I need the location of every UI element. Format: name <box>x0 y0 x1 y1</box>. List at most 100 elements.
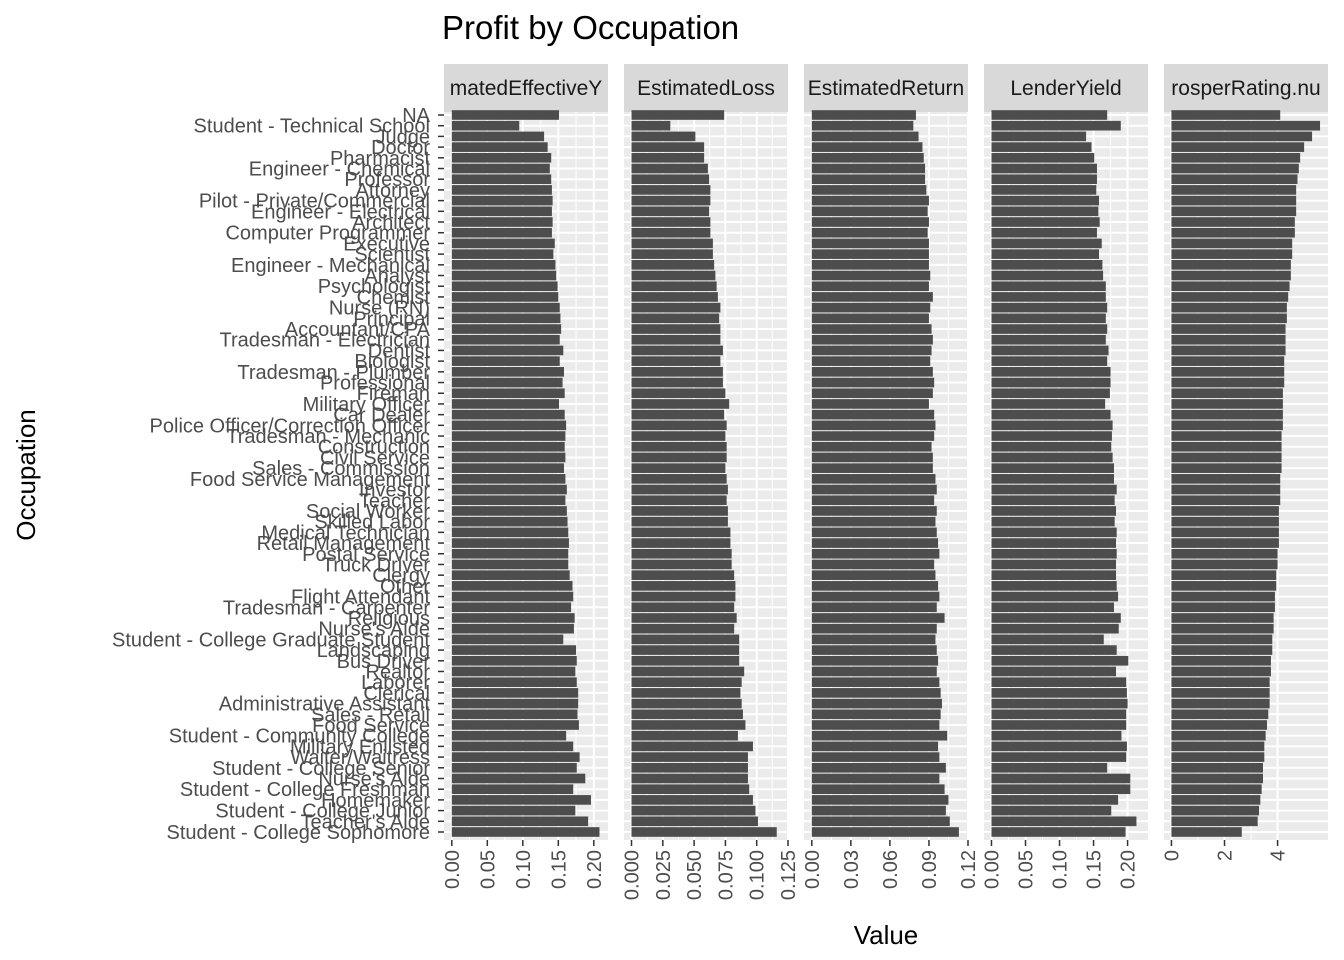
bar <box>991 302 1108 313</box>
bar <box>811 270 931 281</box>
bar <box>991 698 1128 709</box>
bar <box>451 313 561 324</box>
bar <box>811 324 932 334</box>
y-category-label: Retail Management <box>257 533 431 555</box>
facet-panels: matedEffectiveY 0.00 0.05 0.10 0.15 0.20 Estim… <box>442 64 1328 900</box>
y-category-label: Student - College Senior <box>212 758 430 780</box>
bar <box>1171 602 1275 613</box>
bar <box>991 827 1126 837</box>
bar <box>1171 313 1287 324</box>
bar <box>451 645 577 655</box>
bar <box>631 613 737 623</box>
bar <box>811 591 940 602</box>
bar <box>631 388 726 399</box>
bar <box>631 217 711 227</box>
bar <box>631 602 735 613</box>
bar <box>631 367 723 377</box>
bar <box>991 110 1108 120</box>
bar <box>991 463 1114 473</box>
bar <box>991 206 1099 217</box>
bar <box>451 570 570 580</box>
bar <box>451 752 580 762</box>
bar <box>451 581 573 591</box>
bar <box>631 281 717 292</box>
bar <box>451 495 566 506</box>
y-category-label: Student - College Freshman <box>180 779 430 801</box>
facet-strip-label-4: rosperRating.nu <box>1171 77 1320 100</box>
bar <box>1171 131 1313 142</box>
facet-1: EstimatedLoss 0.000 0.025 0.050 0.075 0.100 0.… <box>622 64 800 900</box>
facet-strip-4 <box>1164 64 1328 112</box>
bar <box>631 506 728 516</box>
bar <box>1171 227 1295 238</box>
bar <box>991 506 1117 516</box>
bar <box>631 249 713 259</box>
bar <box>631 260 715 270</box>
bar <box>631 527 731 538</box>
bar <box>991 730 1122 741</box>
bar <box>991 677 1127 687</box>
bar <box>631 463 726 473</box>
y-category-label: Principal <box>353 308 430 330</box>
bar <box>631 559 732 570</box>
bar <box>811 142 923 152</box>
facet-0: matedEffectiveY 0.00 0.05 0.10 0.15 0.20 <box>442 64 608 889</box>
bar <box>1171 720 1267 730</box>
y-category-label: Clerical <box>363 683 430 705</box>
bar <box>1171 559 1278 570</box>
y-category-label: Police Officer/Correction Officer <box>150 415 431 437</box>
bar <box>811 581 939 591</box>
bar <box>451 409 565 420</box>
bar <box>451 324 562 334</box>
bar <box>811 474 936 484</box>
y-category-label: Tradesman - Electrician <box>220 330 430 352</box>
bar <box>1171 623 1274 634</box>
bar <box>811 185 927 195</box>
bar <box>631 409 725 420</box>
x-tick-label: 0.06 <box>880 850 902 889</box>
bar <box>1171 581 1277 591</box>
bar <box>451 827 600 837</box>
bar <box>811 227 928 238</box>
bar <box>991 334 1106 345</box>
x-tick-label: 0.125 <box>778 850 800 900</box>
facet-strip-label-2: EstimatedReturn <box>808 77 964 100</box>
bar <box>811 677 940 687</box>
bar <box>811 538 939 548</box>
y-category-label: Fireman <box>357 383 430 405</box>
bar <box>631 698 742 709</box>
bar <box>451 591 574 602</box>
bar <box>1171 666 1271 677</box>
y-category-label: Bus Driver <box>337 651 431 673</box>
bar <box>811 302 931 313</box>
bar <box>631 484 728 495</box>
bar <box>811 249 929 259</box>
bar <box>991 270 1104 281</box>
facet-strip-label-1: EstimatedLoss <box>637 77 775 100</box>
bar <box>1171 506 1279 516</box>
bar <box>811 827 959 837</box>
bar <box>1171 752 1265 762</box>
bar <box>631 548 732 559</box>
y-category-label: Professional <box>320 373 430 395</box>
bar <box>631 174 710 185</box>
y-category-label: Skilled Labor <box>314 512 430 534</box>
bar <box>631 655 740 666</box>
bar <box>451 623 574 634</box>
bar <box>631 324 721 334</box>
bar <box>811 206 928 217</box>
y-category-label: Judge <box>376 126 431 148</box>
bar <box>991 527 1117 538</box>
bar <box>1171 805 1260 816</box>
bar <box>811 762 946 773</box>
bar <box>811 516 936 527</box>
bar <box>631 238 713 249</box>
bar <box>811 688 941 698</box>
bar <box>1171 420 1283 431</box>
x-tick-label: 0.00 <box>802 850 824 889</box>
bar <box>991 720 1127 730</box>
bar <box>1171 677 1270 687</box>
bar <box>991 484 1117 495</box>
bar <box>631 420 727 431</box>
bar <box>1171 741 1265 752</box>
